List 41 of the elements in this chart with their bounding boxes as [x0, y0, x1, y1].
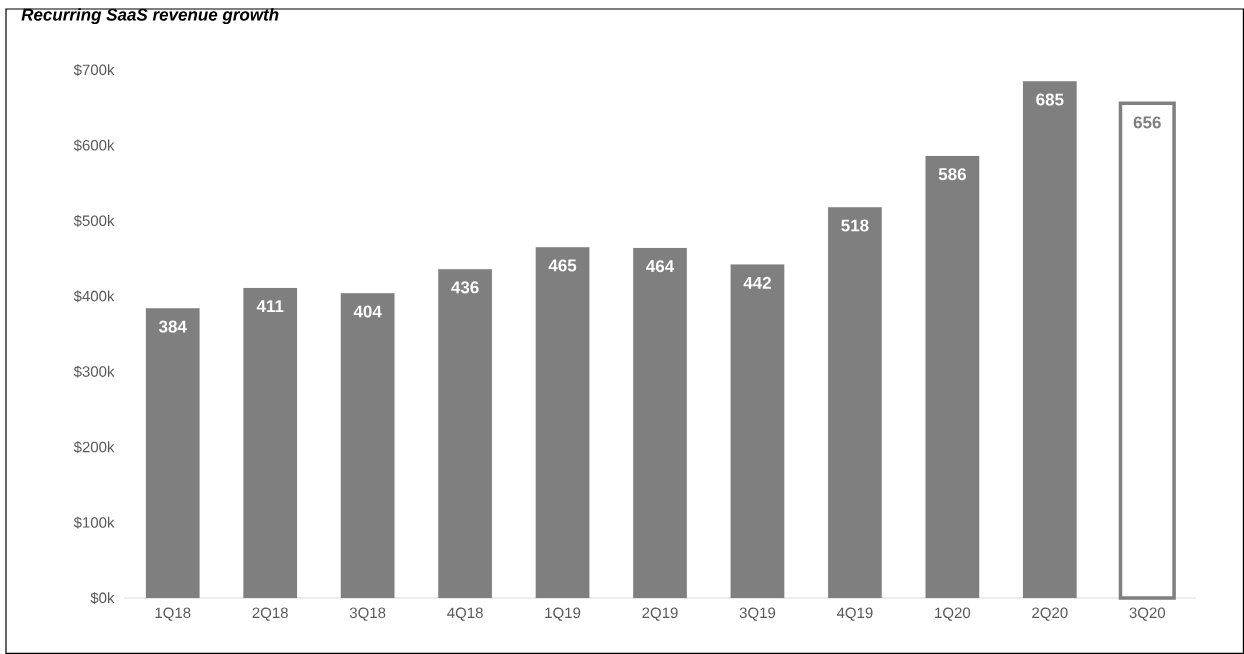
bar: [243, 287, 298, 599]
x-tick-label: 2Q20: [1032, 607, 1068, 621]
data-label: 586: [938, 168, 966, 181]
data-label: 436: [451, 281, 479, 294]
bar: [438, 269, 492, 599]
data-label: 465: [548, 259, 577, 272]
data-label: 384: [158, 320, 187, 333]
data-label: 518: [841, 219, 869, 232]
y-tick-label: $400k: [73, 290, 115, 303]
bar: [535, 247, 590, 599]
data-label: 464: [646, 260, 675, 273]
x-tick-label: 1Q20: [935, 607, 971, 621]
y-tick-label: $700k: [73, 63, 115, 77]
data-label: 685: [1036, 93, 1064, 106]
y-tick-label: $600k: [73, 139, 115, 152]
data-label: 411: [256, 300, 284, 312]
chart-title: Recurring SaaS revenue growth: [21, 8, 279, 25]
x-tick-label: 2Q18: [252, 607, 288, 621]
bar: [340, 293, 395, 599]
bar: [828, 207, 882, 599]
x-tick-label: 1Q18: [155, 607, 191, 621]
bar: [730, 264, 785, 599]
x-tick-label: 3Q19: [739, 607, 776, 621]
x-tick-label: 3Q20: [1129, 607, 1166, 621]
bar: [925, 155, 980, 599]
x-tick-label: 4Q18: [447, 607, 483, 621]
y-tick-label: $300k: [73, 365, 115, 378]
bar: [145, 308, 200, 599]
y-tick-label: $500k: [73, 214, 115, 227]
bar: [633, 247, 687, 599]
x-tick-label: 2Q19: [642, 607, 678, 621]
x-tick-label: 1Q19: [545, 607, 581, 621]
data-label: 404: [353, 305, 382, 318]
y-tick-label: $100k: [73, 516, 115, 529]
bar: [1022, 81, 1077, 599]
data-label: 442: [743, 276, 771, 289]
y-tick-label: $200k: [73, 441, 115, 454]
y-tick-label: $0k: [90, 591, 115, 605]
x-tick-label: 4Q19: [836, 607, 873, 621]
data-label: 656: [1133, 116, 1161, 129]
x-tick-label: 3Q18: [349, 607, 386, 621]
